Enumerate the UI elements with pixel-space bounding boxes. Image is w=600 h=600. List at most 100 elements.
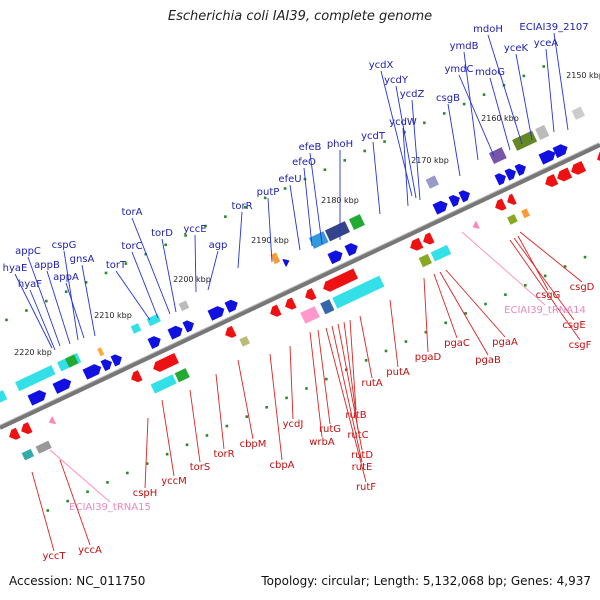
forward-gene xyxy=(182,320,194,333)
reverse-gene xyxy=(21,422,33,435)
leader-line xyxy=(317,329,331,425)
gene-label-pgaC: pgaC xyxy=(444,338,470,349)
gene-label-yccT: yccT xyxy=(42,551,66,562)
guide-dot xyxy=(66,499,69,503)
forward-gene xyxy=(224,299,238,313)
guide-dot xyxy=(383,140,386,143)
feature-block xyxy=(425,175,439,189)
trna-marker xyxy=(48,416,56,425)
feature-block xyxy=(300,306,320,324)
guide-dot xyxy=(542,65,546,68)
leader-line xyxy=(389,299,399,368)
leader-line xyxy=(545,48,555,133)
gene-label-torD: torD xyxy=(151,228,173,239)
feature-block xyxy=(332,275,385,309)
gene-label-csgB: csgB xyxy=(436,93,460,104)
feature-block xyxy=(418,253,432,268)
leader-line xyxy=(517,235,549,291)
guide-dot xyxy=(263,196,267,200)
feature-block xyxy=(130,323,142,334)
gene-label-torR: torR xyxy=(213,449,234,460)
guide-dot xyxy=(484,302,487,306)
gene-label-phoH: phoH xyxy=(327,139,353,150)
reverse-gene xyxy=(557,167,573,182)
gene-label-torS: torS xyxy=(190,462,211,473)
forward-gene xyxy=(27,390,47,406)
feature-block xyxy=(15,365,56,392)
gene-label-mdoH: mdoH xyxy=(473,24,503,35)
feature-block xyxy=(521,208,530,219)
leader-line xyxy=(46,270,71,345)
leader-line xyxy=(439,271,489,356)
trna-marker xyxy=(472,221,480,229)
leader-line xyxy=(161,238,177,313)
reverse-gene xyxy=(410,237,424,251)
guide-dot xyxy=(145,462,149,465)
leader-line xyxy=(509,239,581,341)
gene-label-putP: putP xyxy=(257,187,280,198)
guide-dot xyxy=(5,318,8,322)
guide-dot xyxy=(442,112,446,115)
leader-line xyxy=(395,85,417,199)
reverse-gene xyxy=(323,268,359,292)
position-tick: 2170 kbp xyxy=(411,156,449,165)
gene-label-ycdJ: ycdJ xyxy=(283,419,304,430)
gene-label-csgE: csgE xyxy=(562,320,585,331)
genome-summary: Topology: circular; Length: 5,132,068 bp… xyxy=(261,574,591,588)
leader-line xyxy=(215,373,225,450)
feature-block xyxy=(430,244,452,262)
leader-line xyxy=(131,217,171,315)
forward-gene xyxy=(100,359,112,372)
forward-gene xyxy=(207,306,225,321)
forward-gene xyxy=(514,163,526,176)
position-tick: 2200 kbp xyxy=(173,275,211,284)
gene-label-torC: torC xyxy=(121,241,142,252)
position-tick: 2160 kbp xyxy=(481,114,519,123)
leader-line xyxy=(343,321,359,431)
gene-label-agp: agp xyxy=(209,240,228,251)
leader-line xyxy=(423,277,429,353)
leader-line xyxy=(349,319,357,411)
forward-gene xyxy=(432,200,448,215)
leader-line xyxy=(31,471,55,552)
feature-block xyxy=(174,368,190,383)
guide-dot xyxy=(185,443,189,447)
leader-line xyxy=(515,53,533,141)
reverse-gene xyxy=(270,304,282,317)
gene-label-hyaF: hyaF xyxy=(18,279,42,290)
guide-dot xyxy=(44,299,48,303)
gene-label-ycdX: ycdX xyxy=(369,60,394,71)
forward-gene xyxy=(494,173,506,186)
feature-block xyxy=(308,231,329,249)
leader-line xyxy=(445,269,506,338)
feature-block xyxy=(270,252,281,265)
gene-label-cspH: cspH xyxy=(133,488,158,499)
accession-label: Accession: NC_011750 xyxy=(9,574,146,588)
leader-line xyxy=(359,315,373,379)
guide-dot xyxy=(243,205,247,209)
guide-dot xyxy=(384,349,388,353)
forward-gene xyxy=(282,259,290,267)
reverse-gene xyxy=(423,232,435,245)
gene-label-ycdY: ycdY xyxy=(384,75,409,86)
gene-label-ycdZ: ycdZ xyxy=(400,89,425,100)
forward-gene xyxy=(458,190,470,203)
forward-gene xyxy=(448,194,460,208)
gene-label-yccA: yccA xyxy=(78,545,102,556)
gene-label-appC: appC xyxy=(15,246,41,257)
leader-line xyxy=(402,127,409,207)
leader-line xyxy=(289,345,294,420)
feature-block xyxy=(0,390,8,404)
gene-label-rutG: rutG xyxy=(319,424,341,435)
guide-dot xyxy=(482,93,486,96)
reverse-gene xyxy=(571,160,587,175)
leader-line xyxy=(144,417,149,489)
leader-line xyxy=(81,264,96,337)
guide-dot xyxy=(126,471,129,475)
forward-gene xyxy=(504,168,516,181)
gene-label-torR: torR xyxy=(231,201,252,212)
guide-dot xyxy=(285,396,288,400)
gene-label-wrbA: wrbA xyxy=(309,437,335,448)
leader-line xyxy=(553,32,569,131)
feature-block xyxy=(150,374,177,394)
